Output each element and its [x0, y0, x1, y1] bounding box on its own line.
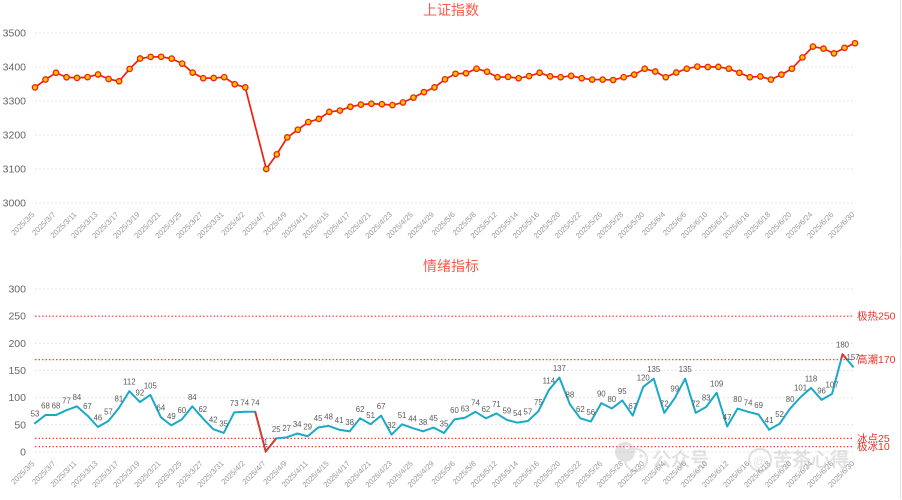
- svg-text:112: 112: [123, 378, 135, 387]
- svg-text:56: 56: [586, 408, 595, 417]
- svg-text:48: 48: [324, 412, 333, 421]
- svg-text:3500: 3500: [3, 28, 27, 40]
- svg-text:45: 45: [314, 414, 323, 423]
- svg-text:80: 80: [607, 395, 616, 404]
- svg-text:34: 34: [293, 420, 302, 429]
- svg-text:41: 41: [765, 416, 774, 425]
- svg-text:63: 63: [461, 404, 470, 413]
- svg-text:150: 150: [8, 365, 26, 377]
- svg-text:49: 49: [167, 412, 176, 421]
- svg-text:35: 35: [219, 420, 228, 429]
- svg-text:67: 67: [377, 402, 386, 411]
- svg-text:80: 80: [733, 395, 742, 404]
- svg-text:67: 67: [83, 402, 92, 411]
- svg-text:3400: 3400: [3, 62, 27, 74]
- svg-text:60: 60: [450, 406, 459, 415]
- svg-text:72: 72: [660, 399, 669, 408]
- svg-text:1: 1: [264, 438, 268, 447]
- svg-text:105: 105: [144, 381, 158, 390]
- svg-text:84: 84: [188, 393, 197, 402]
- svg-text:3000: 3000: [3, 198, 27, 210]
- svg-text:25: 25: [272, 425, 281, 434]
- svg-text:72: 72: [691, 399, 700, 408]
- svg-text:59: 59: [503, 406, 512, 415]
- svg-text:74: 74: [471, 398, 480, 407]
- svg-text:50: 50: [14, 419, 26, 431]
- svg-text:47: 47: [723, 413, 732, 422]
- svg-text:250: 250: [8, 311, 26, 323]
- svg-text:53: 53: [31, 410, 40, 419]
- svg-text:74: 74: [744, 398, 753, 407]
- svg-text:180: 180: [836, 341, 850, 350]
- svg-text:44: 44: [408, 415, 417, 424]
- svg-text:极热250: 极热250: [857, 310, 896, 323]
- svg-text:83: 83: [702, 393, 711, 402]
- svg-text:51: 51: [366, 411, 375, 420]
- svg-text:101: 101: [794, 384, 807, 393]
- svg-text:62: 62: [482, 405, 491, 414]
- svg-text:200: 200: [8, 338, 26, 350]
- svg-text:41: 41: [335, 416, 344, 425]
- svg-text:95: 95: [618, 387, 627, 396]
- svg-text:109: 109: [710, 379, 723, 388]
- svg-text:84: 84: [73, 393, 82, 402]
- svg-text:157: 157: [846, 353, 859, 362]
- svg-text:3100: 3100: [3, 164, 27, 176]
- svg-text:高潮170: 高潮170: [857, 353, 896, 366]
- svg-text:75: 75: [534, 398, 543, 407]
- svg-text:135: 135: [679, 365, 693, 374]
- svg-text:74: 74: [240, 398, 249, 407]
- svg-text:300: 300: [8, 284, 26, 296]
- svg-text:120: 120: [637, 373, 651, 382]
- svg-text:46: 46: [94, 414, 103, 423]
- svg-text:62: 62: [576, 405, 585, 414]
- svg-text:3300: 3300: [3, 96, 27, 108]
- svg-text:135: 135: [647, 365, 661, 374]
- svg-text:3200: 3200: [3, 130, 27, 142]
- svg-text:60: 60: [177, 406, 186, 415]
- svg-text:38: 38: [419, 418, 428, 427]
- svg-text:99: 99: [670, 385, 679, 394]
- svg-text:54: 54: [513, 409, 522, 418]
- svg-text:62: 62: [356, 405, 365, 414]
- svg-text:上证指数: 上证指数: [423, 2, 479, 18]
- svg-text:73: 73: [230, 399, 239, 408]
- svg-text:42: 42: [209, 416, 218, 425]
- svg-text:51: 51: [398, 411, 407, 420]
- svg-text:118: 118: [805, 374, 817, 383]
- svg-text:137: 137: [553, 364, 566, 373]
- svg-text:81: 81: [115, 395, 124, 404]
- svg-text:62: 62: [198, 405, 207, 414]
- svg-text:77: 77: [62, 397, 71, 406]
- svg-text:32: 32: [387, 421, 396, 430]
- svg-text:114: 114: [543, 377, 556, 386]
- svg-text:45: 45: [429, 414, 438, 423]
- svg-text:35: 35: [440, 420, 449, 429]
- svg-text:52: 52: [775, 410, 784, 419]
- svg-text:情绪指标: 情绪指标: [423, 258, 479, 274]
- svg-text:68: 68: [52, 402, 61, 411]
- svg-text:107: 107: [826, 380, 839, 389]
- svg-text:100: 100: [8, 392, 26, 404]
- svg-text:88: 88: [566, 391, 575, 400]
- svg-text:57: 57: [104, 408, 113, 417]
- svg-text:29: 29: [303, 423, 312, 432]
- svg-text:极冰10: 极冰10: [857, 440, 890, 453]
- svg-text:64: 64: [157, 404, 166, 413]
- svg-text:67: 67: [628, 402, 637, 411]
- svg-text:0: 0: [20, 447, 26, 459]
- svg-text:69: 69: [754, 401, 763, 410]
- svg-text:80: 80: [786, 395, 795, 404]
- svg-text:74: 74: [251, 398, 260, 407]
- svg-text:27: 27: [282, 424, 291, 433]
- svg-text:57: 57: [524, 408, 533, 417]
- svg-text:68: 68: [41, 402, 50, 411]
- svg-text:71: 71: [492, 400, 501, 409]
- svg-text:38: 38: [345, 418, 354, 427]
- svg-text:90: 90: [597, 390, 606, 399]
